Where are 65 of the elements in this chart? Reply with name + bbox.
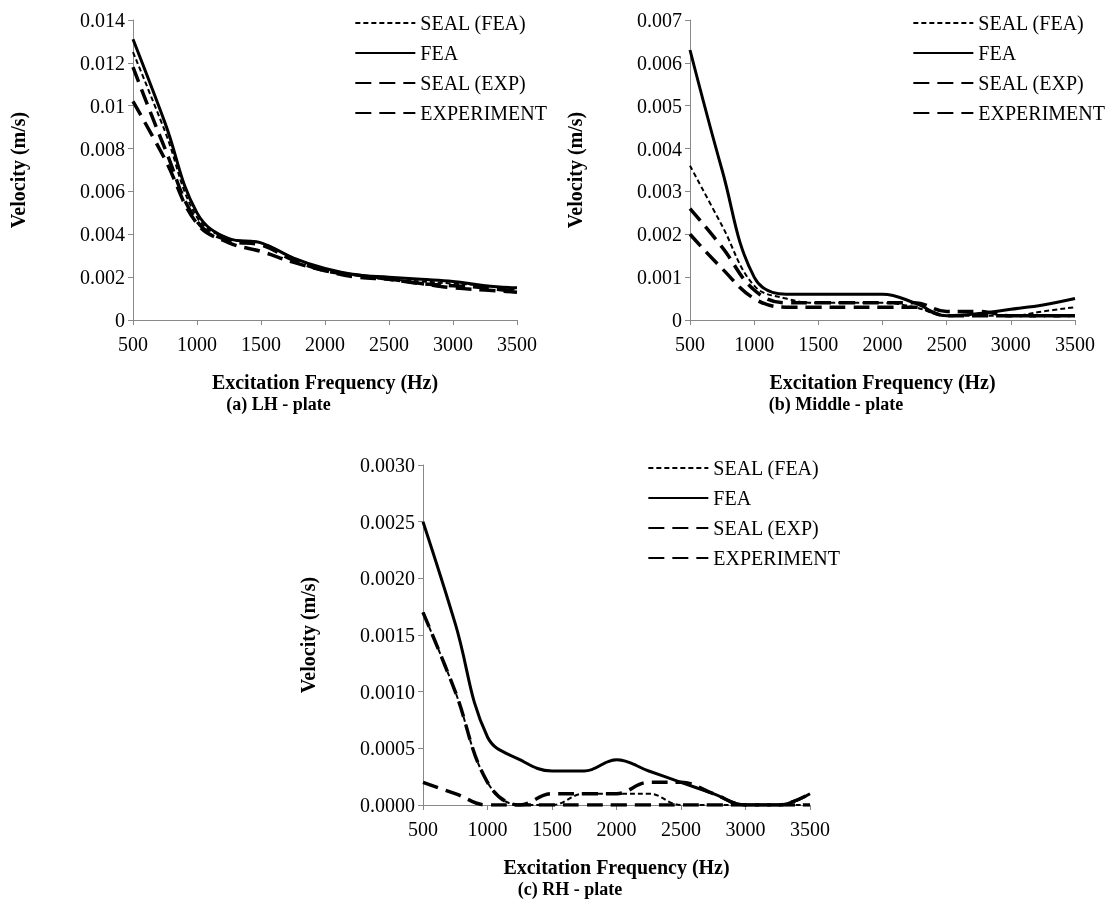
legend-label: SEAL (EXP) bbox=[978, 72, 1084, 95]
text: (b) Middle - plate bbox=[768, 394, 904, 415]
y-tick-label: 0.003 bbox=[637, 180, 682, 203]
x-tick-label: 500 bbox=[408, 818, 438, 840]
legend-label: EXPERIMENT bbox=[978, 102, 1106, 124]
x-tick-label: 2500 bbox=[926, 333, 967, 355]
y-tick-label: 0.008 bbox=[80, 137, 125, 160]
y-axis-title: Velocity (m/s) bbox=[564, 111, 587, 229]
y-tick-label: 0.0015 bbox=[360, 624, 415, 646]
x-tick-label: 1000 bbox=[467, 818, 508, 840]
y-tick-label: 0.001 bbox=[637, 266, 682, 289]
y-tick-label: 0.012 bbox=[80, 51, 125, 74]
y-tick-label: 0.006 bbox=[80, 180, 125, 203]
x-tick-label: 3500 bbox=[497, 333, 537, 355]
x-tick-label: 1500 bbox=[798, 333, 839, 355]
legend-label: SEAL (EXP) bbox=[420, 72, 526, 95]
legend-label: FEA bbox=[978, 42, 1017, 64]
x-axis-title: Excitation Frequency (Hz) bbox=[769, 371, 996, 394]
legend-label: EXPERIMENT bbox=[713, 547, 841, 569]
x-tick-label: 3500 bbox=[790, 818, 830, 840]
x-tick-label: 3000 bbox=[725, 818, 766, 840]
legend-label: SEAL (FEA) bbox=[420, 12, 526, 35]
x-tick-label: 1000 bbox=[734, 333, 775, 355]
x-tick-label: 3000 bbox=[433, 333, 473, 355]
y-tick-label: 0.0000 bbox=[360, 794, 415, 816]
x-tick-label: 2500 bbox=[661, 818, 701, 840]
x-axis-title: Excitation Frequency (Hz) bbox=[211, 371, 439, 394]
y-tick-label: 0.006 bbox=[637, 51, 682, 74]
legend-label: EXPERIMENT bbox=[420, 102, 548, 124]
y-tick-label: 0.002 bbox=[80, 266, 125, 289]
legend-label: SEAL (FEA) bbox=[978, 12, 1084, 35]
y-tick-label: 0.0010 bbox=[360, 680, 415, 703]
y-tick-label: 0.0020 bbox=[360, 567, 415, 590]
x-tick-label: 1500 bbox=[532, 818, 572, 840]
legend-label: FEA bbox=[713, 487, 752, 509]
x-tick-label: 1500 bbox=[241, 333, 281, 355]
y-tick-label: 0.0030 bbox=[360, 454, 415, 476]
x-tick-label: 3000 bbox=[990, 333, 1031, 355]
y-tick-label: 0.01 bbox=[90, 94, 125, 117]
y-axis-title: Velocity (m/s) bbox=[7, 111, 30, 229]
x-axis-title: Excitation Frequency (Hz) bbox=[503, 856, 730, 879]
y-tick-label: 0.005 bbox=[637, 94, 682, 117]
x-tick-label: 500 bbox=[675, 333, 705, 355]
text: (a) LH - plate bbox=[226, 394, 331, 415]
x-tick-label: 3500 bbox=[1055, 333, 1095, 355]
y-tick-label: 0.002 bbox=[637, 223, 682, 246]
y-tick-label: 0.014 bbox=[80, 9, 125, 31]
y-tick-label: 0 bbox=[672, 309, 682, 331]
x-tick-label: 2500 bbox=[369, 333, 409, 355]
y-tick-label: 0 bbox=[115, 309, 125, 331]
y-tick-label: 0.004 bbox=[637, 137, 682, 160]
y-tick-label: 0.0005 bbox=[360, 737, 415, 760]
legend-label: SEAL (EXP) bbox=[713, 517, 819, 540]
legend-label: SEAL (FEA) bbox=[713, 457, 819, 480]
y-tick-label: 0.007 bbox=[637, 9, 682, 31]
x-tick-label: 2000 bbox=[305, 333, 345, 355]
text: (c) RH - plate bbox=[517, 879, 623, 900]
y-tick-label: 0.004 bbox=[80, 223, 125, 246]
x-tick-label: 2000 bbox=[596, 818, 637, 840]
legend-label: FEA bbox=[420, 42, 459, 64]
x-tick-label: 1000 bbox=[177, 333, 217, 355]
y-tick-label: 0.0025 bbox=[360, 510, 415, 533]
x-tick-label: 2000 bbox=[862, 333, 903, 355]
y-axis-title: Velocity (m/s) bbox=[297, 576, 320, 694]
x-tick-label: 500 bbox=[118, 333, 148, 355]
